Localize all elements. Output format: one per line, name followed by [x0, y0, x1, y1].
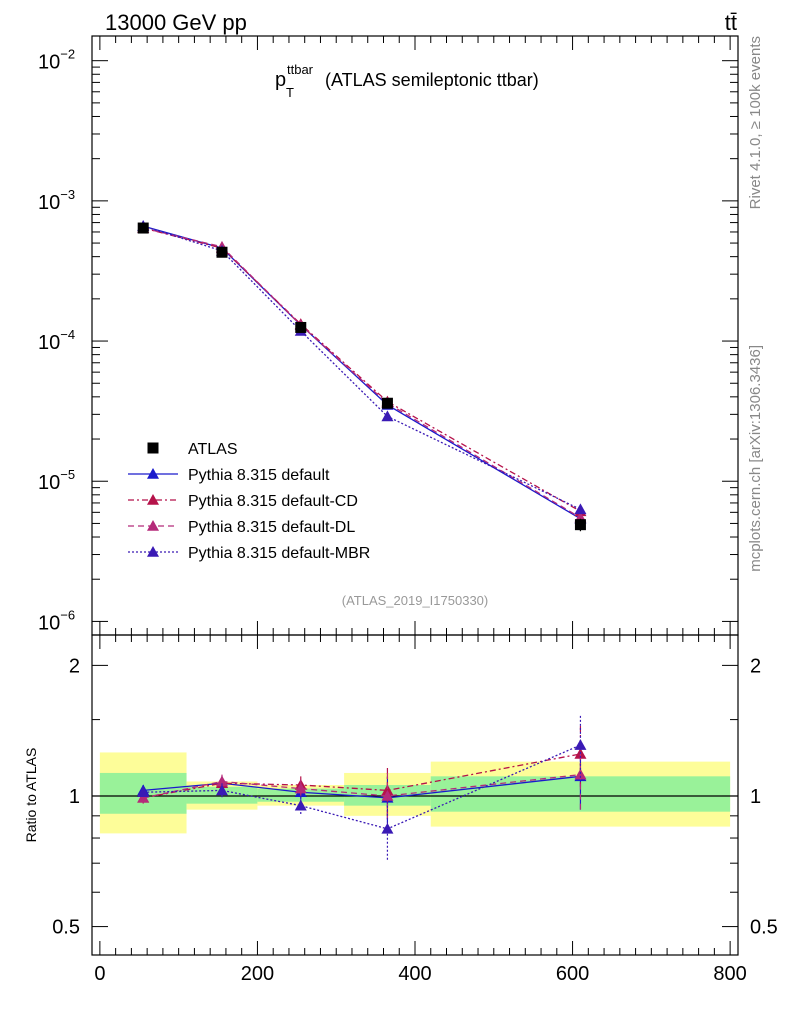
legend-marker — [147, 546, 159, 557]
data-point — [216, 246, 228, 258]
ratio-y-tick-label-right: 2 — [750, 655, 761, 677]
title-sub: T — [286, 85, 294, 100]
x-tick-label: 400 — [398, 963, 431, 985]
y-tick-base: 10 — [38, 192, 60, 214]
title-sup: ttbar — [287, 62, 314, 77]
ratio-ticks: 0.5 0.5 1 1 2 2 0 200 400 600 800 — [52, 635, 778, 985]
main-series-marker — [381, 410, 394, 422]
y-tick-label: 10−5 — [38, 467, 75, 494]
energy-label: 13000 GeV pp — [105, 10, 247, 35]
data-point — [137, 222, 149, 234]
ratio-series-line — [143, 744, 581, 830]
y-tick-base: 10 — [38, 472, 60, 494]
legend: ATLAS Pythia 8.315 default Pythia 8.315 de… — [128, 441, 370, 562]
ratio-series-marker — [137, 786, 150, 798]
ratio-ylabel: Ratio to ATLAS — [23, 748, 39, 843]
y-tick-exp: −4 — [60, 327, 75, 342]
title-rest: (ATLAS semileptonic ttbar) — [325, 70, 539, 90]
analysis-id: (ATLAS_2019_I1750330) — [342, 593, 488, 608]
ratio-series-marker — [137, 791, 150, 803]
ratio-y-tick-label: 2 — [69, 655, 80, 677]
data-point — [574, 519, 586, 531]
ratio-series-line — [143, 773, 581, 799]
title-main: p — [275, 69, 286, 91]
legend-marker — [147, 520, 159, 531]
ratio-y-tick-label: 0.5 — [52, 917, 80, 939]
ratio-series-marker — [294, 799, 307, 811]
x-tick-label: 600 — [556, 963, 589, 985]
data-point — [295, 321, 307, 333]
x-tick-label: 0 — [94, 963, 105, 985]
main-series-line — [143, 225, 581, 510]
y-tick-base: 10 — [38, 52, 60, 74]
legend-label: Pythia 8.315 default-CD — [188, 493, 358, 510]
y-tick-label: 10−3 — [38, 187, 75, 214]
ratio-series-marker — [294, 782, 307, 794]
main-series-line — [143, 227, 581, 512]
ratio-frame — [91, 634, 739, 956]
rivet-label: Rivet 4.1.0, ≥ 100k events — [747, 36, 764, 209]
y-tick-exp: −2 — [60, 47, 75, 62]
legend-data-marker — [147, 442, 159, 454]
legend-label: ATLAS — [188, 441, 238, 458]
ratio-series-marker — [381, 784, 394, 796]
y-tick-base: 10 — [38, 612, 60, 634]
y-tick-exp: −5 — [60, 467, 75, 482]
y-tick-exp: −3 — [60, 187, 75, 202]
ratio-series-marker — [215, 775, 228, 787]
y-tick-exp: −6 — [60, 607, 75, 622]
main-series-marker — [574, 503, 587, 515]
legend-marker — [147, 494, 159, 505]
ratio-series-marker — [574, 739, 587, 750]
ratio-series-marker — [574, 768, 587, 780]
y-tick-label: 10−2 — [38, 47, 75, 74]
main-y-ticks: 10−210−310−410−510−6 — [38, 36, 738, 635]
ratio-y-tick-label: 1 — [69, 786, 80, 808]
ratio-series-marker — [381, 822, 394, 834]
x-tick-label: 200 — [241, 963, 274, 985]
main-data-points — [137, 222, 586, 532]
y-tick-label: 10−6 — [38, 607, 75, 634]
data-point — [381, 397, 393, 409]
ratio-y-tick-label-right: 1 — [750, 786, 761, 808]
ratio-series-marker — [381, 789, 394, 801]
process-label: tt̄ — [725, 10, 737, 35]
ratio-y-tick-label-right: 0.5 — [750, 917, 778, 939]
main-plot-title: p ttbar T (ATLAS semileptonic ttbar) — [275, 62, 539, 100]
legend-label: Pythia 8.315 default-MBR — [188, 545, 370, 562]
legend-label: Pythia 8.315 default — [188, 467, 330, 484]
ratio-series-marker — [215, 784, 228, 796]
ratio-series-lines — [137, 715, 587, 861]
mcplots-label: mcplots.cern.ch [arXiv:1306.3436] — [747, 345, 764, 572]
legend-marker — [147, 468, 159, 479]
y-tick-base: 10 — [38, 332, 60, 354]
legend-label: Pythia 8.315 default-DL — [188, 519, 355, 536]
x-tick-label: 800 — [713, 963, 746, 985]
y-tick-label: 10−4 — [38, 327, 75, 354]
